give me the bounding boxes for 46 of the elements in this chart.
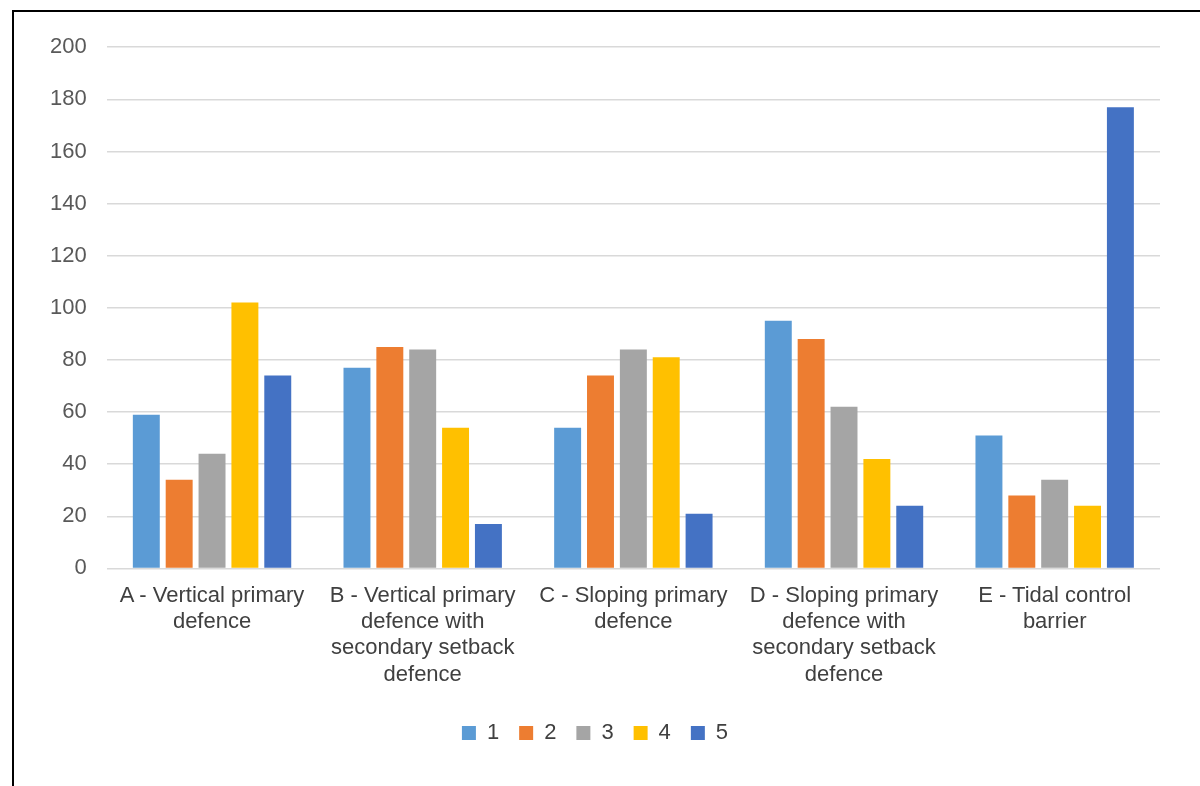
y-tick-label: 120 xyxy=(49,241,87,267)
bar xyxy=(1074,505,1102,568)
legend-label: 3 xyxy=(601,719,614,745)
y-tick-label: 160 xyxy=(49,137,87,163)
bar xyxy=(764,320,792,568)
legend-label: 5 xyxy=(715,719,729,745)
bar xyxy=(1106,107,1134,568)
y-tick-label: 20 xyxy=(62,502,87,528)
bar xyxy=(652,357,680,568)
bar xyxy=(587,375,614,568)
bar xyxy=(132,414,160,568)
bar xyxy=(896,505,924,568)
y-tick-label: 200 xyxy=(49,33,87,59)
x-tick-label: A - Vertical primary defence xyxy=(119,581,305,634)
bar xyxy=(442,427,470,568)
bar xyxy=(231,302,259,568)
bar xyxy=(376,346,404,568)
y-tick-label: 180 xyxy=(49,85,87,111)
bar xyxy=(165,479,193,568)
bar xyxy=(830,406,858,568)
bar xyxy=(343,367,371,568)
bar xyxy=(1008,495,1036,568)
bar xyxy=(198,453,226,568)
bar xyxy=(554,427,582,568)
bar xyxy=(619,349,647,568)
y-tick-label: 60 xyxy=(62,398,87,424)
legend-label: 1 xyxy=(486,719,500,745)
x-tick-label: E - Tidal control barrier xyxy=(978,581,1132,634)
x-tick-label: C - Sloping primary defence xyxy=(539,581,728,634)
legend-label: 2 xyxy=(544,719,557,745)
x-tick-label: D - Sloping primary defence with secondary setback defence xyxy=(749,581,939,686)
legend-label: 4 xyxy=(658,719,671,745)
y-tick-label: 80 xyxy=(62,345,87,371)
y-tick-label: 100 xyxy=(49,293,87,319)
y-tick-label: 140 xyxy=(49,189,87,215)
bar xyxy=(797,339,825,568)
x-tick-label: B - Vertical primary defence with secondary setback defence xyxy=(329,581,516,686)
bar xyxy=(975,435,1003,568)
bar xyxy=(264,375,292,568)
bar xyxy=(409,349,437,568)
y-tick-label: 0 xyxy=(74,554,87,580)
bar xyxy=(863,458,891,568)
bar xyxy=(685,513,713,568)
bar xyxy=(474,524,502,568)
y-tick-label: 40 xyxy=(62,450,87,476)
bar xyxy=(1041,479,1069,568)
